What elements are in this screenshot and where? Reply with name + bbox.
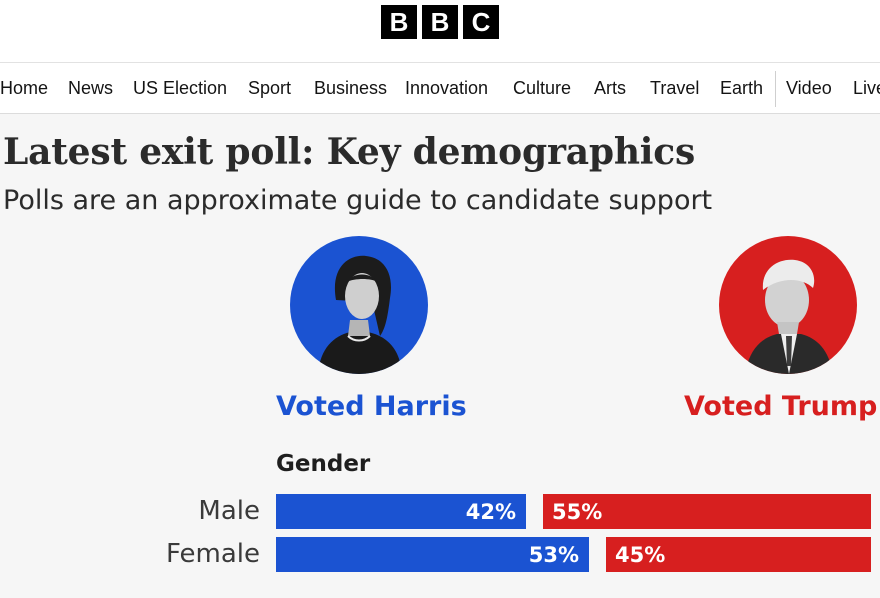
page-title: Latest exit poll: Key demographics [3,131,696,173]
nav-item-sport[interactable]: Sport [248,78,292,98]
harris-label: Voted Harris [276,391,467,422]
nav-item-travel[interactable]: Travel [650,78,700,98]
nav-divider [775,71,776,107]
nav-item-news[interactable]: News [68,78,114,98]
trump-portrait-icon [719,236,857,374]
harris-portrait-icon [290,236,428,374]
nav-item-culture[interactable]: Culture [513,78,572,98]
bbc-logo[interactable]: B B C [381,5,499,39]
bar-trump-female: 45% [606,537,871,572]
bbc-logo-block: C [463,5,499,39]
category-label: Male [198,496,260,526]
bbc-logo-block: B [381,5,417,39]
masthead: B B C [0,0,880,62]
nav-item-us-election[interactable]: US Election [133,78,228,98]
main-nav: Home News US Election Sport Business Inn… [0,62,880,114]
nav-item-arts[interactable]: Arts [594,78,627,98]
nav-item-home[interactable]: Home [0,78,49,98]
bbc-logo-block: B [422,5,458,39]
nav-item-innovation[interactable]: Innovation [405,78,489,98]
bar-trump-male: 55% [543,494,871,529]
category-label: Female [165,539,260,569]
nav-item-live[interactable]: Live [853,78,880,98]
nav-item-business[interactable]: Business [314,78,388,98]
nav-item-earth[interactable]: Earth [720,78,764,98]
trump-label: Voted Trump [684,391,878,422]
chart-title: Gender [276,451,371,477]
bar-harris-female: 53% [276,537,589,572]
nav-item-video[interactable]: Video [786,78,832,98]
page-subtitle: Polls are an approximate guide to candid… [3,185,713,216]
bar-harris-male: 42% [276,494,526,529]
